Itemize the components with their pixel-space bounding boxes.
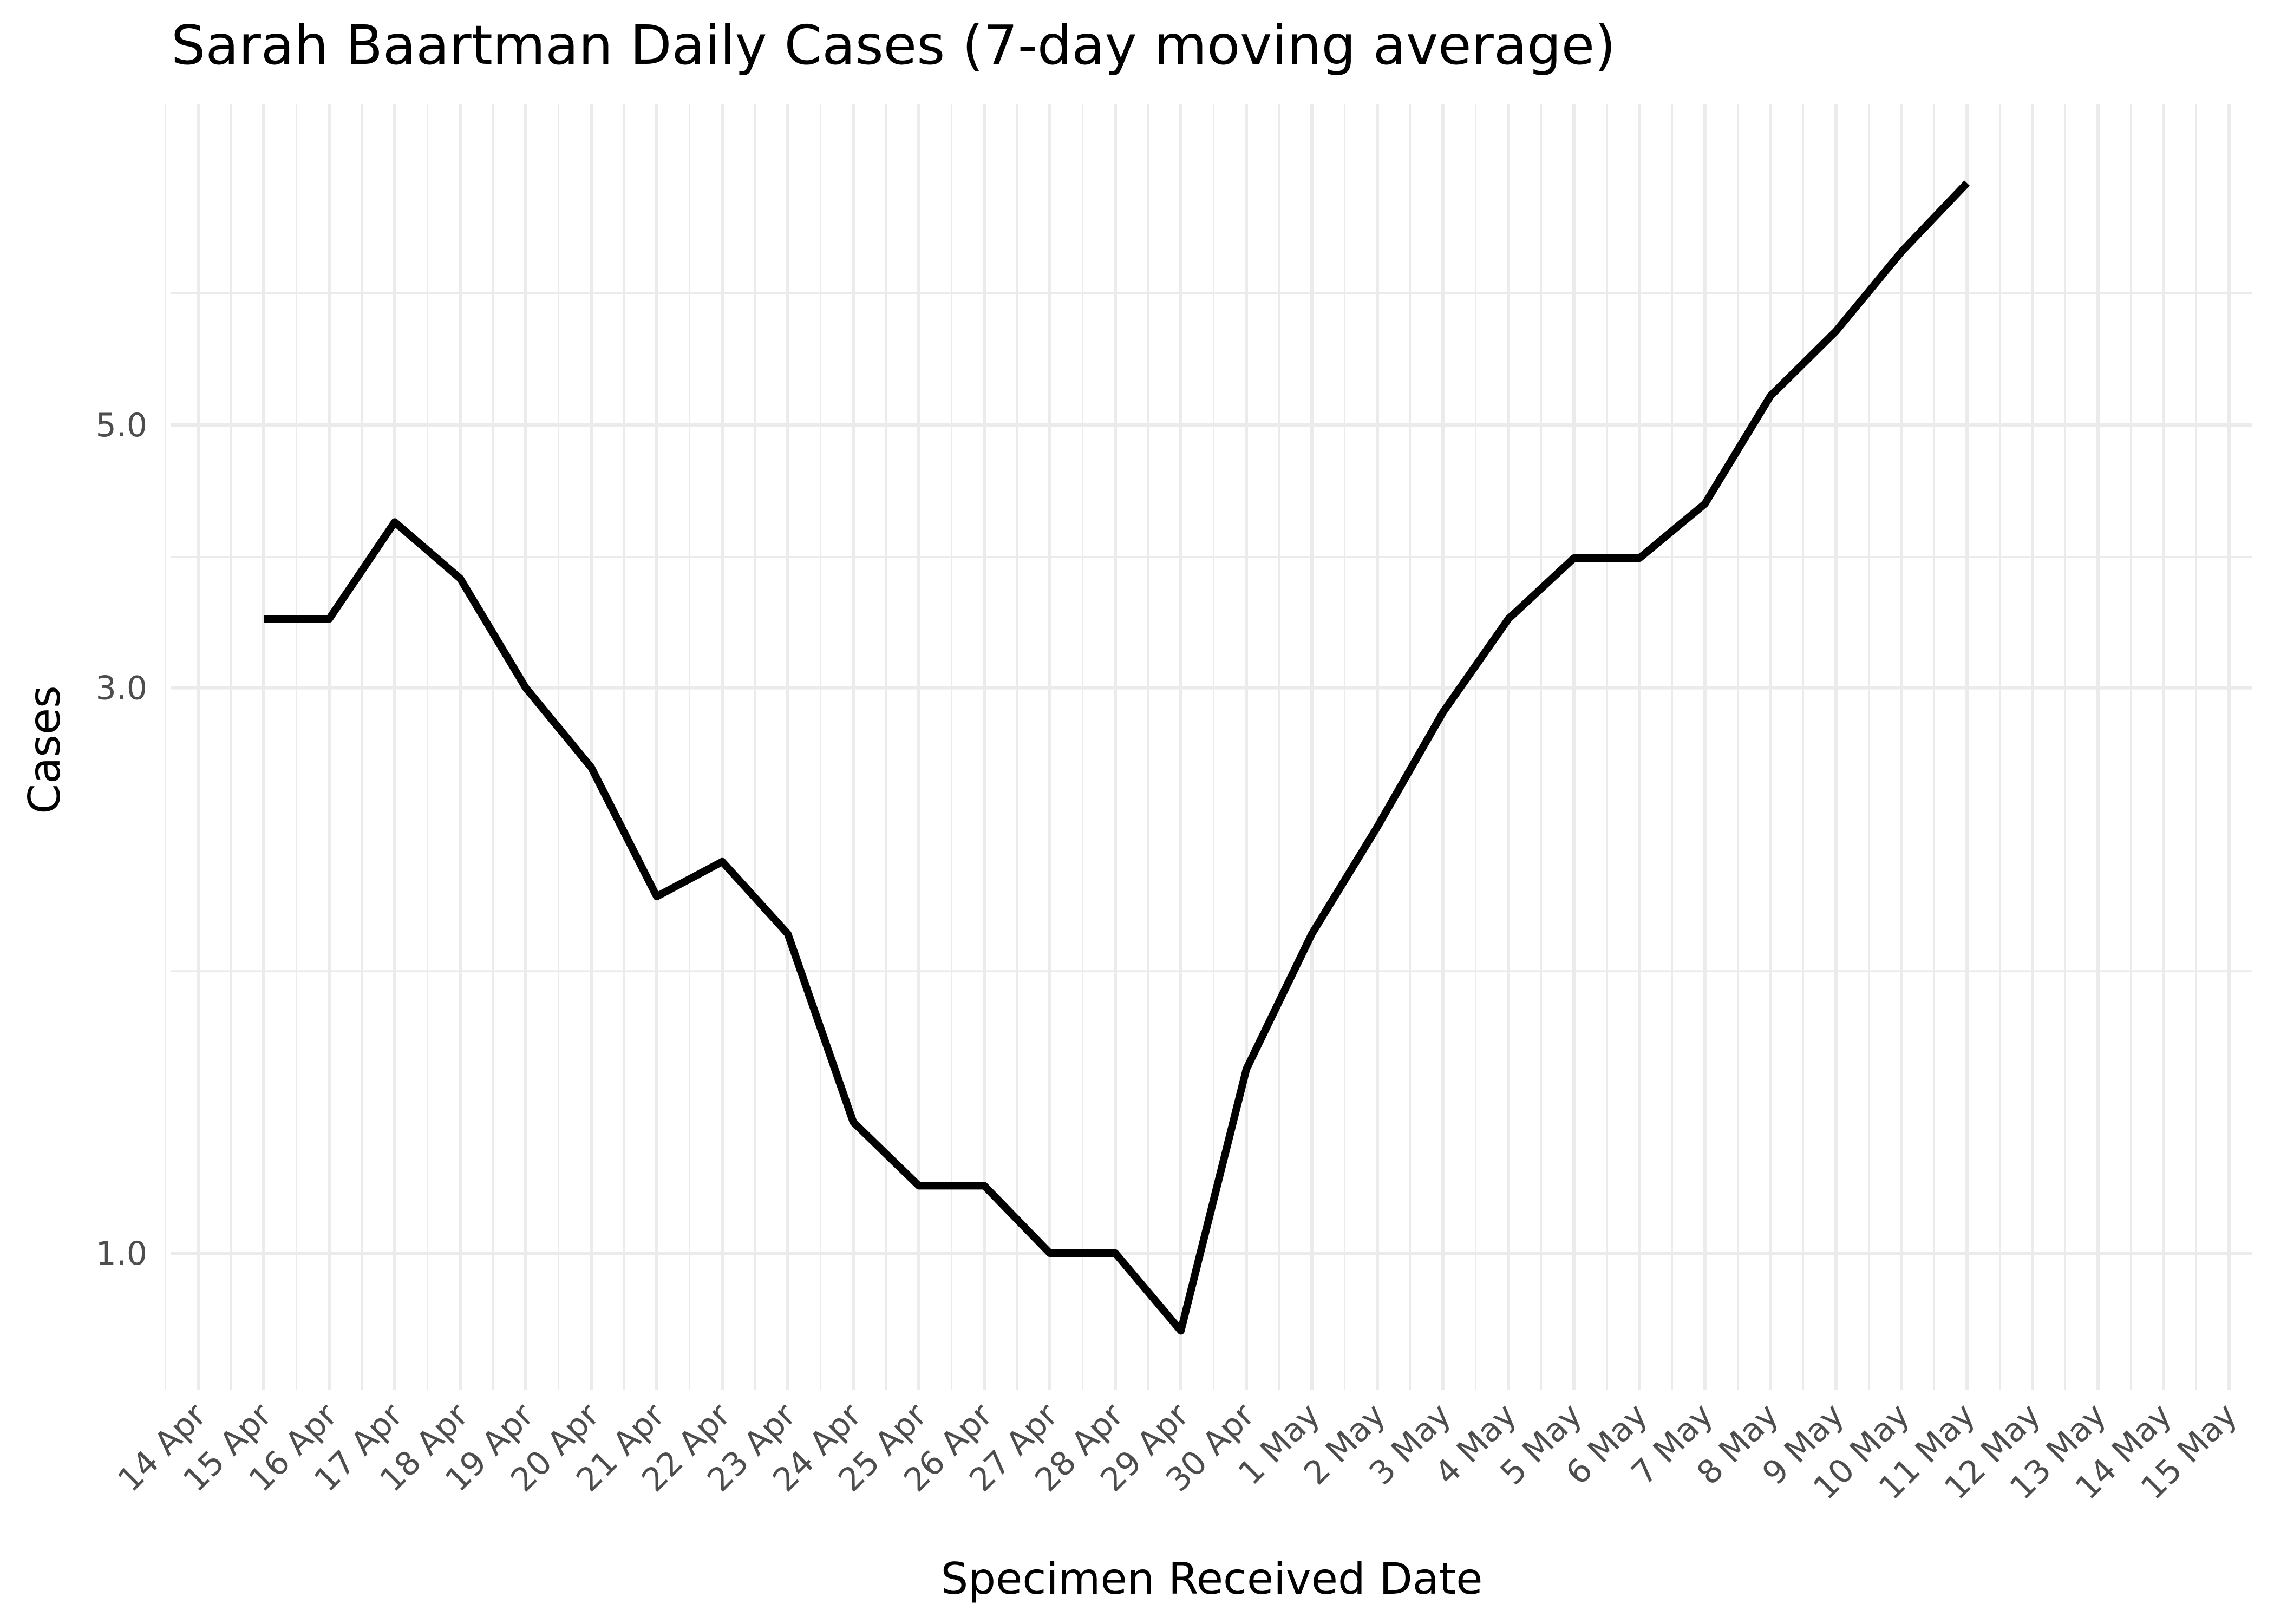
y-tick-label: 3.0 bbox=[96, 670, 147, 708]
minor-gridlines-horizontal bbox=[171, 292, 2252, 972]
x-axis-title: Specimen Received Date bbox=[941, 1554, 1483, 1604]
chart-title: Sarah Baartman Daily Cases (7-day moving… bbox=[171, 14, 1616, 77]
cases-moving-average-line bbox=[264, 180, 1970, 1335]
y-tick-label: 1.0 bbox=[96, 1235, 147, 1273]
major-gridlines-vertical bbox=[197, 104, 2231, 1390]
major-gridlines-horizontal bbox=[171, 423, 2252, 1255]
y-tick-label: 5.0 bbox=[96, 407, 147, 444]
minor-gridlines-vertical bbox=[165, 104, 2197, 1390]
y-axis-title: Cases bbox=[19, 685, 70, 814]
y-axis-tick-labels: 1.0 3.0 5.0 bbox=[96, 407, 147, 1273]
